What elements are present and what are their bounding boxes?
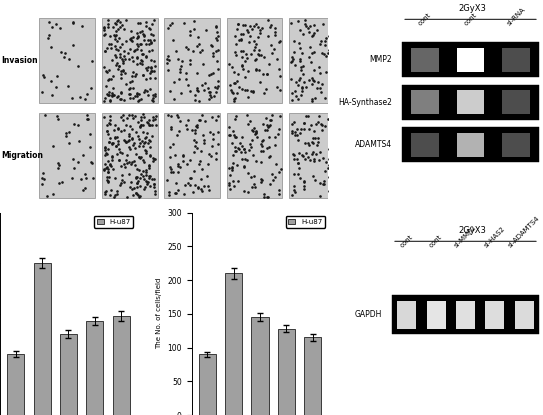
Bar <box>397 301 416 329</box>
Text: si-HAS2: si-HAS2 <box>483 226 507 249</box>
Bar <box>457 133 484 157</box>
Bar <box>502 48 530 72</box>
FancyBboxPatch shape <box>289 18 345 103</box>
Bar <box>402 85 539 120</box>
Bar <box>457 90 484 115</box>
Text: 2GyX3: 2GyX3 <box>459 226 487 235</box>
Text: cont: cont <box>418 12 432 27</box>
Text: GAPDH: GAPDH <box>355 310 382 319</box>
FancyBboxPatch shape <box>226 113 282 198</box>
FancyBboxPatch shape <box>102 113 157 198</box>
Bar <box>225 273 242 415</box>
Bar <box>485 301 504 329</box>
Bar <box>278 329 295 415</box>
Text: MMP2: MMP2 <box>369 55 392 64</box>
Bar <box>7 354 24 415</box>
FancyBboxPatch shape <box>289 113 345 198</box>
Bar <box>457 48 484 72</box>
Bar <box>34 263 50 415</box>
Bar <box>411 90 439 115</box>
Text: cont: cont <box>399 234 414 249</box>
Bar <box>199 354 216 415</box>
Bar <box>112 316 130 415</box>
Bar <box>411 48 439 72</box>
Bar <box>427 301 446 329</box>
FancyBboxPatch shape <box>102 18 157 103</box>
Bar <box>392 295 539 334</box>
Bar <box>60 334 77 415</box>
Text: si-MMP2: si-MMP2 <box>453 225 478 249</box>
Bar <box>502 90 530 115</box>
Legend: H-u87: H-u87 <box>94 216 134 228</box>
FancyBboxPatch shape <box>40 18 95 103</box>
Text: Migration: Migration <box>2 151 43 160</box>
Legend: H-u87: H-u87 <box>286 216 325 228</box>
Text: Invasion: Invasion <box>2 56 38 65</box>
FancyBboxPatch shape <box>226 18 282 103</box>
Bar <box>251 317 269 415</box>
Bar <box>502 133 530 157</box>
Y-axis label: The No. of cells/field: The No. of cells/field <box>156 278 162 349</box>
FancyBboxPatch shape <box>164 18 220 103</box>
Bar <box>86 321 103 415</box>
Bar <box>515 301 534 329</box>
Text: ADAMTS4: ADAMTS4 <box>355 140 392 149</box>
FancyBboxPatch shape <box>164 113 220 198</box>
FancyBboxPatch shape <box>40 113 95 198</box>
Bar <box>411 133 439 157</box>
Text: cont: cont <box>463 12 478 27</box>
Bar <box>456 301 475 329</box>
Bar <box>402 127 539 162</box>
Text: si-RNA: si-RNA <box>506 7 526 27</box>
Text: cont: cont <box>428 234 444 249</box>
Text: HA-Synthase2: HA-Synthase2 <box>338 98 392 107</box>
Text: 2GyX3: 2GyX3 <box>459 4 487 13</box>
Bar <box>402 42 539 77</box>
Bar <box>304 337 321 415</box>
Text: si-ADAMTS4: si-ADAMTS4 <box>508 215 541 249</box>
